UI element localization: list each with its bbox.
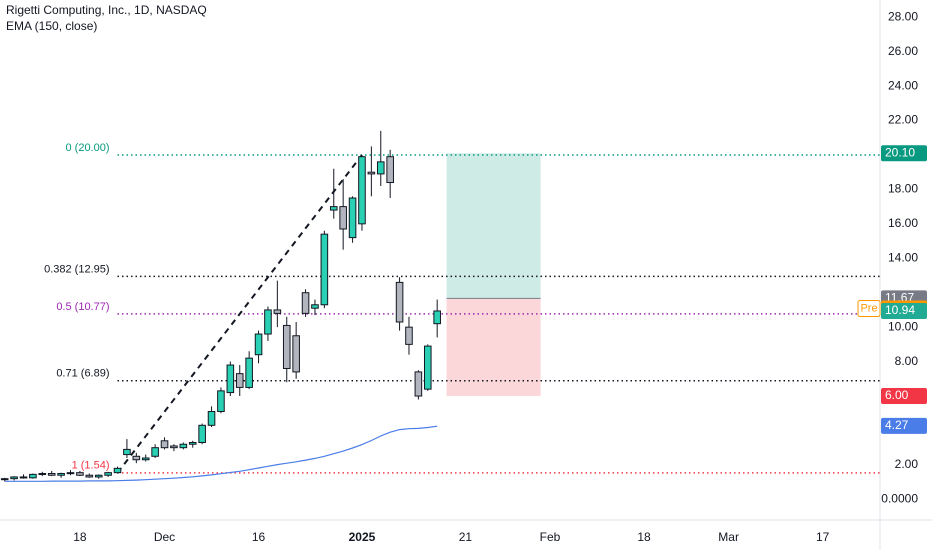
y-tick-label: 8.00 bbox=[895, 354, 919, 368]
candle-body bbox=[273, 309, 282, 314]
x-tick-label: 18 bbox=[637, 530, 651, 544]
candle-body bbox=[66, 472, 75, 475]
candle-body bbox=[292, 335, 300, 373]
candle-body bbox=[198, 424, 206, 444]
price-label-box bbox=[881, 388, 927, 405]
position-stop-zone bbox=[446, 298, 541, 397]
candle-body bbox=[132, 455, 141, 461]
x-tick-label: 18 bbox=[73, 530, 87, 544]
candle-body bbox=[405, 326, 413, 345]
y-tick-label: 14.00 bbox=[888, 250, 918, 264]
y-tick-label: 22.00 bbox=[888, 113, 918, 127]
candle-body bbox=[329, 206, 338, 211]
y-tick-label: 26.00 bbox=[888, 44, 918, 58]
candle-body bbox=[376, 161, 385, 175]
x-tick-label: 17 bbox=[816, 530, 830, 544]
y-tick-label: 10.00 bbox=[888, 319, 918, 333]
price-label: 20.10 bbox=[885, 145, 915, 159]
fib-level-label: 1 (1.54) bbox=[72, 460, 110, 472]
candle-body bbox=[301, 292, 310, 314]
price-label-box bbox=[881, 417, 927, 434]
candle-body bbox=[358, 156, 366, 225]
candle-body bbox=[85, 474, 94, 478]
fib-level-label: 0 (20.00) bbox=[65, 142, 109, 154]
price-label-box bbox=[881, 145, 927, 162]
candle-body bbox=[245, 357, 253, 388]
candle-body bbox=[38, 473, 47, 476]
candle-body bbox=[282, 324, 291, 369]
candle-body bbox=[19, 476, 28, 479]
candle-body bbox=[170, 445, 178, 449]
candle-body bbox=[386, 156, 394, 184]
price-tag: Pre bbox=[860, 302, 877, 314]
candle-body bbox=[207, 411, 216, 426]
y-tick-label: 16.00 bbox=[888, 216, 918, 230]
y-tick-label: 24.00 bbox=[888, 78, 918, 92]
candle-body bbox=[320, 233, 329, 306]
candle-body bbox=[264, 309, 272, 335]
candle-body bbox=[226, 364, 235, 394]
price-label: 10.94 bbox=[885, 303, 915, 317]
candle-body bbox=[0, 478, 9, 481]
fib-level-label: 0.5 (10.77) bbox=[56, 301, 109, 313]
candle-body bbox=[76, 472, 84, 476]
candle-body bbox=[235, 373, 244, 388]
indicator-label: EMA (150, close) bbox=[6, 19, 97, 33]
candle-body bbox=[104, 472, 112, 476]
x-tick-label: 2025 bbox=[349, 530, 376, 544]
price-label: 4.27 bbox=[885, 418, 909, 432]
candle-body bbox=[433, 310, 441, 325]
chart-title: Rigetti Computing, Inc., 1D, NASDAQ bbox=[6, 3, 207, 17]
price-tag-box bbox=[857, 300, 881, 318]
fib-level-label: 0.382 (12.95) bbox=[44, 263, 109, 275]
candle-body bbox=[57, 473, 65, 476]
x-tick-label: Feb bbox=[540, 530, 561, 544]
candle-body bbox=[423, 345, 432, 390]
candle-body bbox=[47, 473, 56, 476]
candle-body bbox=[113, 467, 122, 474]
price-label: 6.00 bbox=[885, 388, 909, 402]
ema-line bbox=[4, 425, 438, 482]
candle-body bbox=[141, 457, 150, 461]
candle-body bbox=[348, 197, 357, 239]
x-tick-label: Mar bbox=[718, 530, 739, 544]
candle-body bbox=[367, 171, 376, 175]
candle-body bbox=[395, 281, 404, 323]
candle-body bbox=[123, 448, 131, 456]
trend-line bbox=[116, 154, 363, 474]
x-tick-label: 16 bbox=[252, 530, 266, 544]
y-tick-label: 0.0000 bbox=[881, 492, 918, 506]
candle-body bbox=[188, 442, 197, 445]
candle-body bbox=[217, 390, 225, 413]
candle-body bbox=[414, 371, 423, 397]
candle-body bbox=[179, 443, 188, 449]
candle-body bbox=[10, 476, 18, 480]
position-target-zone bbox=[446, 153, 541, 299]
candle-body bbox=[94, 474, 103, 478]
x-tick-label: Dec bbox=[154, 530, 175, 544]
candle-body bbox=[339, 206, 347, 230]
plot-area: 0 (20.00) 0.382 (12.95) 0.5 (10.77) 0.71 (6… bbox=[0, 130, 880, 482]
x-tick-label: 21 bbox=[459, 530, 473, 544]
candle-body bbox=[160, 440, 169, 449]
candle-body bbox=[151, 447, 159, 457]
candle-body bbox=[311, 304, 319, 309]
candle-body bbox=[29, 473, 37, 479]
price-label-box bbox=[881, 302, 927, 319]
y-tick-label: 28.00 bbox=[888, 9, 918, 23]
y-tick-label: 2.00 bbox=[895, 457, 919, 471]
candle-body bbox=[254, 333, 263, 356]
fib-level-label: 0.71 (6.89) bbox=[56, 368, 109, 380]
y-tick-label: 18.00 bbox=[888, 182, 918, 196]
